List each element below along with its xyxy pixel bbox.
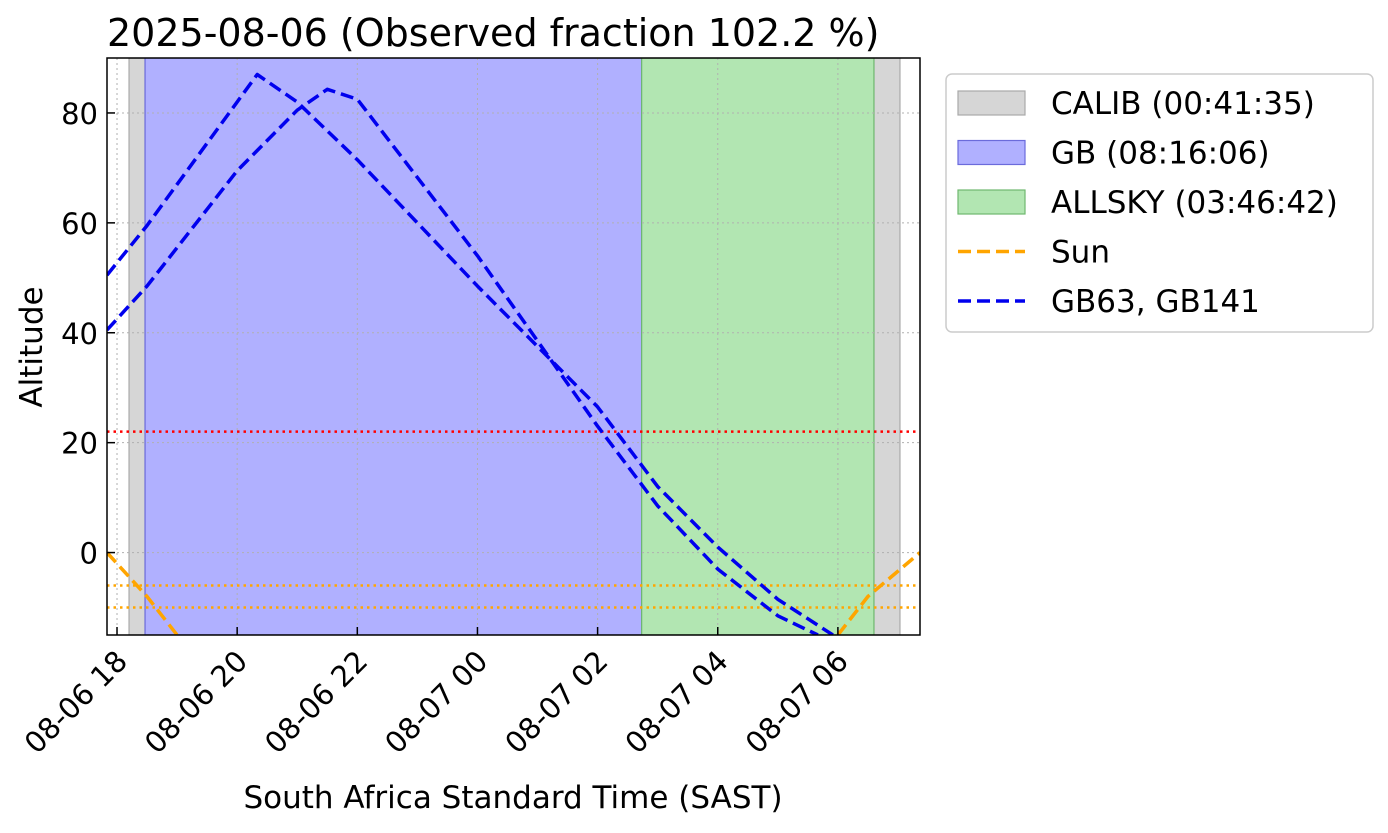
span-calib-0: [128, 58, 146, 635]
spans-layer: [128, 58, 901, 635]
y-axis-label: Altitude: [14, 286, 50, 407]
legend-swatch-gb: [957, 139, 1026, 166]
legend-label-calib: CALIB (00:41:35): [1051, 86, 1315, 122]
series-sun-segment-1: [836, 551, 920, 635]
legend-label-allsky: ALLSKY (03:46:42): [1051, 185, 1338, 221]
x-tick-label-4: 08-07 02: [498, 644, 614, 760]
legend-label-sun: Sun: [1051, 235, 1110, 271]
chart-title: 2025-08-06 (Observed fraction 102.2 %): [107, 11, 880, 55]
x-tick-label-1: 08-06 20: [138, 644, 254, 760]
series-layer: [107, 72, 920, 635]
series-gb141-line: [107, 87, 819, 635]
legend-label-gb: GB (08:16:06): [1051, 136, 1270, 172]
y-tick-label-0: 0: [80, 537, 98, 571]
x-tick-label-3: 08-07 00: [378, 644, 494, 760]
y-tick-label-4: 80: [61, 97, 98, 131]
legend-box: [945, 73, 1374, 333]
series-sun-segment-0: [107, 551, 179, 635]
legend-label-gb63: GB63, GB141: [1051, 284, 1260, 320]
threshold-lines: [107, 430, 920, 609]
legend-swatch-calib: [957, 90, 1026, 116]
y-tick-label-3: 60: [61, 207, 98, 241]
x-tick-label-6: 08-07 06: [739, 644, 855, 760]
y-tick-label-1: 20: [61, 427, 98, 461]
span-gb-0: [144, 58, 643, 635]
span-allsky-0: [641, 58, 875, 635]
span-calib-1: [873, 58, 901, 635]
x-axis-label: South Africa Standard Time (SAST): [243, 780, 782, 816]
plot-frame: [106, 57, 921, 636]
y-tick-label-2: 40: [61, 317, 98, 351]
legend: CALIB (00:41:35) GB (08:16:06) ALLSKY (03:…: [945, 73, 1374, 333]
legend-swatch-allsky: [957, 189, 1026, 215]
x-tick-label-0: 08-06 18: [18, 644, 134, 760]
grid-layer: [107, 58, 920, 635]
x-tick-label-2: 08-06 22: [258, 644, 374, 760]
x-tick-label-5: 08-07 04: [618, 644, 734, 760]
